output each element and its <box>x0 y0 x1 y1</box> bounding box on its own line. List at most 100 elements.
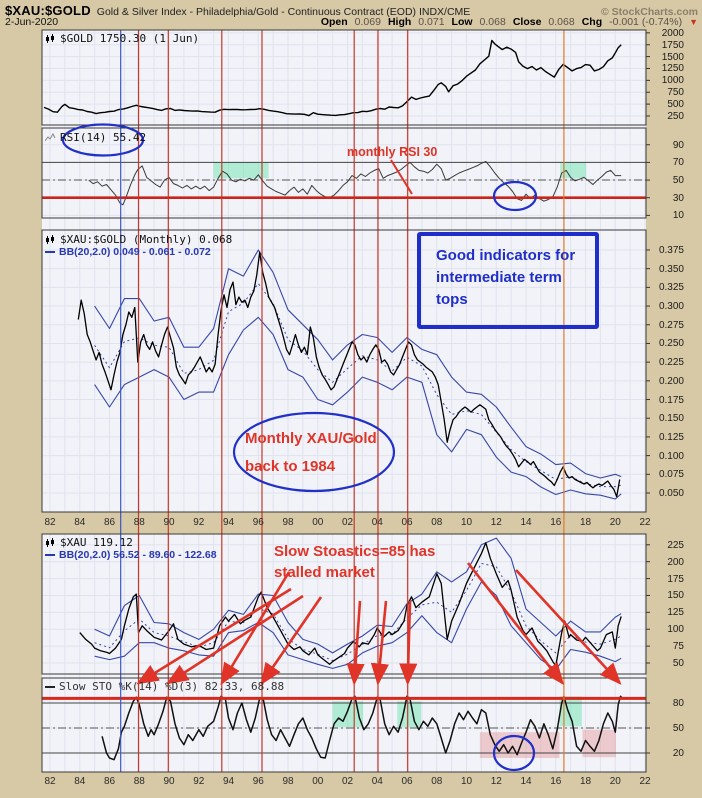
y-tick-label: 70 <box>672 157 684 169</box>
x-tick-label: 18 <box>579 776 592 787</box>
indicator-line-icon <box>45 132 56 141</box>
close-value: 0.068 <box>548 16 575 28</box>
x-tick-label: 86 <box>103 776 116 787</box>
low-label: Low <box>451 16 473 28</box>
x-tick-label: 14 <box>520 776 532 787</box>
bb-line-swatch <box>45 251 55 253</box>
candlestick-icon <box>46 537 54 547</box>
y-tick-label: 30 <box>672 192 684 204</box>
y-tick-label: 500 <box>667 99 684 111</box>
candlestick-icon <box>46 234 54 244</box>
xau-bb-text: BB(20,2.0) 56.52 - 89.60 - 122.68 <box>59 549 217 561</box>
x-tick-label: 12 <box>490 776 502 787</box>
x-tick-label: 92 <box>193 517 205 528</box>
x-tick-label: 22 <box>639 517 651 528</box>
y-tick-label: 100 <box>667 624 684 636</box>
x-tick-label: 06 <box>401 776 413 787</box>
x-tick-label: 98 <box>282 776 294 787</box>
copyright: © StockCharts.com <box>600 6 698 18</box>
y-tick-label: 0.150 <box>658 413 684 425</box>
rsi-30-note: monthly RSI 30 <box>347 145 438 159</box>
x-tick-label: 16 <box>550 517 562 528</box>
x-tick-label: 82 <box>44 517 56 528</box>
y-tick-label: 125 <box>667 607 684 619</box>
y-tick-label: 0.250 <box>658 338 684 350</box>
bb-line-swatch <box>45 554 55 556</box>
y-tick-label: 50 <box>672 175 684 187</box>
x-tick-label: 00 <box>312 776 324 787</box>
symbol-title: $XAU:$GOLD <box>5 3 91 18</box>
y-tick-label: 0.100 <box>658 450 684 462</box>
y-tick-label: 0.325 <box>658 282 684 294</box>
sto-legend-text: Slow STO %K(14) %D(3) 82.33, 68.88 <box>59 680 285 693</box>
x-tick-label: 04 <box>371 776 383 787</box>
y-tick-label: 2000 <box>661 27 684 39</box>
y-tick-label: 90 <box>672 139 684 151</box>
symbol-description: Gold & Silver Index - Philadelphia/Gold … <box>96 6 471 18</box>
y-tick-label: 80 <box>672 698 684 709</box>
x-tick-label: 92 <box>193 776 205 787</box>
gold-panel-legend: $GOLD 1750.30 (1 Jun) <box>45 32 199 45</box>
y-tick-label: 1500 <box>661 51 684 63</box>
x-tick-label: 88 <box>133 517 145 528</box>
x-tick-label: 02 <box>341 517 354 528</box>
quote-row: 2-Jun-2020 Open 0.069 High 0.071 Low 0.068 … <box>5 16 698 28</box>
x-tick-label: 02 <box>341 776 354 787</box>
x-tick-label: 84 <box>74 517 86 528</box>
ellipse-note-line2: back to 1984 <box>245 458 336 475</box>
y-tick-label: 0.350 <box>658 263 684 275</box>
y-tick-label: 0.375 <box>658 244 684 256</box>
y-tick-label: 150 <box>667 590 684 602</box>
rsi-legend-text: RSI(14) 55.42 <box>60 131 147 144</box>
low-value: 0.068 <box>479 16 506 28</box>
xau-bb-legend: BB(20,2.0) 56.52 - 89.60 - 122.68 <box>45 549 217 561</box>
gold-legend-text: $GOLD 1750.30 (1 Jun) <box>60 32 200 45</box>
candlestick-icon <box>46 33 54 43</box>
chg-value: -0.001 (-0.74%) <box>609 16 683 28</box>
chg-label: Chg <box>581 16 603 28</box>
open-label: Open <box>320 16 348 28</box>
x-tick-label: 20 <box>609 517 621 528</box>
indicator-note-box: Good indicators for intermediate term to… <box>417 232 599 329</box>
x-tick-label: 14 <box>520 517 532 528</box>
y-tick-label: 10 <box>672 210 684 222</box>
x-tick-label: 94 <box>222 776 235 787</box>
x-tick-label: 86 <box>103 517 116 528</box>
high-label: High <box>387 16 412 28</box>
y-tick-label: 0.125 <box>658 431 684 443</box>
close-label: Close <box>512 16 542 28</box>
ellipse-note-line1: Monthly XAU/Gold <box>245 430 377 447</box>
xau-panel-legend: $XAU 119.12 <box>45 536 133 549</box>
x-tick-label: 20 <box>609 776 621 787</box>
ratio-panel-legend: $XAU:$GOLD (Monthly) 0.068 <box>45 233 232 246</box>
high-value: 0.071 <box>418 16 445 28</box>
ratio-legend-text: $XAU:$GOLD (Monthly) 0.068 <box>60 233 233 246</box>
x-tick-label: 16 <box>550 776 562 787</box>
x-tick-label: 90 <box>163 517 175 528</box>
x-tick-label: 18 <box>579 517 592 528</box>
y-tick-label: 750 <box>667 87 684 99</box>
x-tick-label: 98 <box>282 517 294 528</box>
change-down-arrow-icon: ▼ <box>689 17 698 27</box>
x-tick-label: 22 <box>639 776 651 787</box>
x-tick-label: 96 <box>252 517 264 528</box>
y-tick-label: 0.225 <box>658 357 684 369</box>
indicator-note-text: Good indicators for intermediate term to… <box>436 247 576 308</box>
ohlc-quote: Open 0.069 High 0.071 Low 0.068 Close 0.068 … <box>321 16 698 28</box>
open-value: 0.069 <box>354 16 381 28</box>
y-tick-label: 0.050 <box>658 488 684 499</box>
x-tick-label: 96 <box>252 776 264 787</box>
y-tick-label: 0.075 <box>658 469 684 481</box>
y-tick-label: 0.200 <box>658 375 684 387</box>
x-tick-label: 84 <box>74 776 86 787</box>
x-tick-label: 90 <box>163 776 175 787</box>
y-tick-label: 250 <box>667 110 684 122</box>
x-tick-label: 00 <box>312 517 324 528</box>
y-tick-label: 200 <box>667 556 684 568</box>
chart-header: $XAU:$GOLD Gold & Silver Index - Philade… <box>5 3 698 18</box>
y-tick-label: 1250 <box>661 63 684 75</box>
x-tick-label: 06 <box>401 517 413 528</box>
y-tick-label: 0.175 <box>658 394 684 406</box>
